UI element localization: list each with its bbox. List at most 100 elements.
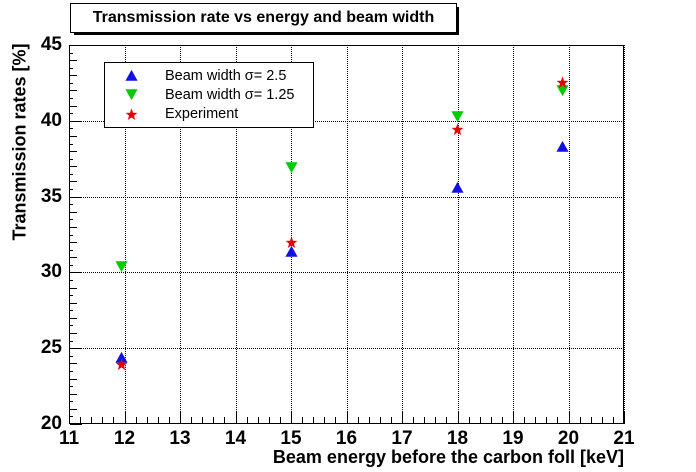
data-point-marker <box>556 140 570 153</box>
x-axis-title: Beam energy before the carbon foll [keV] <box>272 447 624 467</box>
x-major-tick <box>457 412 459 424</box>
y-minor-tick <box>70 355 73 357</box>
x-minor-tick <box>601 417 603 424</box>
y-minor-tick <box>70 52 73 54</box>
x-tick-label: 11 <box>58 428 80 449</box>
y-minor-tick <box>70 67 73 69</box>
y-minor-tick <box>70 363 77 365</box>
y-minor-tick <box>70 151 77 153</box>
x-minor-tick <box>213 417 215 424</box>
y-minor-tick <box>70 257 77 259</box>
gridline-horizontal <box>69 348 624 350</box>
x-major-tick <box>180 412 181 424</box>
x-minor-tick <box>313 417 315 424</box>
x-minor-tick <box>435 417 437 424</box>
y-minor-tick <box>70 143 73 145</box>
x-minor-tick <box>324 417 326 424</box>
y-minor-tick <box>70 242 77 244</box>
data-point-marker <box>285 235 298 249</box>
x-minor-tick <box>546 417 548 424</box>
y-minor-tick <box>70 135 77 137</box>
y-major-tick <box>70 120 82 122</box>
y-minor-tick <box>70 158 73 160</box>
y-minor-tick <box>70 416 73 418</box>
x-tick-label: 16 <box>335 428 358 449</box>
y-minor-tick <box>70 90 77 92</box>
y-minor-tick <box>70 249 73 251</box>
gridline-vertical <box>124 45 126 424</box>
x-minor-tick <box>202 417 204 424</box>
x-minor-tick <box>557 417 559 424</box>
y-major-tick <box>70 424 82 425</box>
x-tick-label: 13 <box>169 428 191 449</box>
x-minor-tick <box>168 417 170 424</box>
x-minor-tick <box>368 417 370 424</box>
x-minor-tick <box>446 417 448 424</box>
x-minor-tick <box>191 417 193 424</box>
x-minor-tick <box>490 417 492 424</box>
x-major-tick <box>235 412 237 424</box>
gridline-horizontal <box>69 120 624 122</box>
y-minor-tick <box>70 408 77 410</box>
legend-row: Beam width σ= 2.5 <box>105 66 313 85</box>
data-point-marker <box>115 358 128 371</box>
y-minor-tick <box>70 370 73 372</box>
x-minor-tick <box>335 417 337 424</box>
x-minor-tick <box>612 417 614 424</box>
gridline-vertical <box>513 45 514 424</box>
y-minor-tick <box>70 264 73 266</box>
x-minor-tick <box>91 417 93 424</box>
x-minor-tick <box>357 417 359 424</box>
x-minor-tick <box>113 417 115 424</box>
x-minor-tick <box>579 417 581 424</box>
y-minor-tick <box>70 295 73 297</box>
legend-row: Beam width σ= 1.25 <box>105 85 313 104</box>
y-minor-tick <box>70 75 77 77</box>
y-tick-label: 35 <box>40 185 62 207</box>
x-tick-label: 19 <box>502 428 524 449</box>
x-minor-tick <box>224 417 226 424</box>
y-major-tick <box>70 196 82 198</box>
x-minor-tick <box>413 417 415 424</box>
x-minor-tick <box>535 417 537 424</box>
y-minor-tick <box>70 173 73 175</box>
x-tick-label: 21 <box>613 428 635 449</box>
y-axis-title: Transmission rates [%] <box>9 43 30 241</box>
gridline-vertical <box>180 45 181 424</box>
gridline-vertical <box>624 45 625 424</box>
x-tick-label: 15 <box>280 428 302 449</box>
chart-title-box: Transmission rate vs energy and beam wid… <box>70 3 457 33</box>
data-point-marker <box>451 181 464 194</box>
x-minor-tick <box>146 417 148 424</box>
y-minor-tick <box>70 204 73 206</box>
x-minor-tick <box>246 417 248 424</box>
data-point-marker <box>115 351 128 364</box>
y-minor-tick <box>70 401 73 403</box>
x-major-tick <box>568 412 570 424</box>
star-icon <box>124 107 138 121</box>
data-point-marker <box>284 245 298 258</box>
legend-label: Beam width σ= 1.25 <box>165 86 295 103</box>
data-point-marker <box>556 76 569 89</box>
x-minor-tick <box>157 417 159 424</box>
gridline-vertical <box>291 45 292 424</box>
x-minor-tick <box>468 417 470 424</box>
x-tick-label: 20 <box>557 428 580 449</box>
y-minor-tick <box>70 378 77 380</box>
gridline-vertical <box>402 45 403 424</box>
y-minor-tick <box>70 317 77 319</box>
gridline-horizontal <box>69 196 624 198</box>
y-tick-label: 45 <box>40 34 62 55</box>
y-minor-tick <box>70 60 77 62</box>
x-minor-tick <box>379 417 381 424</box>
x-minor-tick <box>302 417 304 424</box>
y-tick-label: 40 <box>40 109 62 131</box>
y-minor-tick <box>70 105 77 107</box>
y-minor-tick <box>70 333 77 335</box>
gridline-vertical <box>235 45 237 424</box>
x-minor-tick <box>390 417 392 424</box>
legend: Beam width σ= 2.5 Beam width σ= 1.25 Exp… <box>104 62 314 128</box>
y-tick-label: 25 <box>40 337 62 359</box>
data-point-marker <box>451 123 464 136</box>
